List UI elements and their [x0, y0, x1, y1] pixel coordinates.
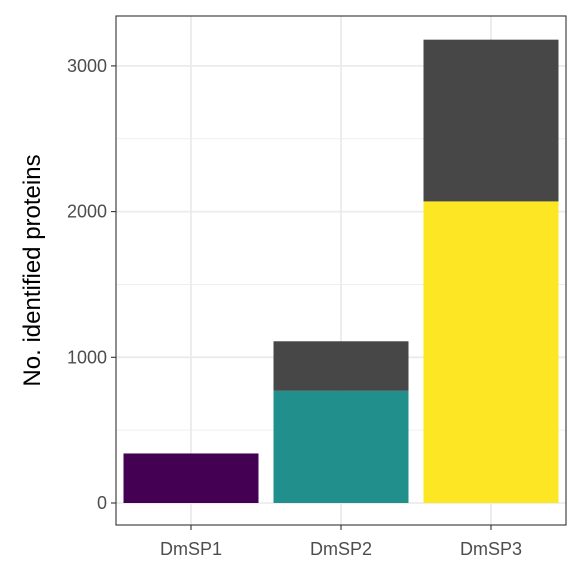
bar-dmsp2-segment-2 — [273, 341, 409, 391]
x-tick-label: DmSP1 — [160, 539, 222, 559]
bar-dmsp3-segment-1 — [423, 201, 559, 503]
y-axis-title: No. identified proteins — [19, 154, 46, 386]
y-tick-label: 0 — [97, 493, 107, 513]
y-tick-label: 1000 — [67, 347, 107, 367]
bars — [123, 39, 559, 503]
x-tick-label: DmSP3 — [460, 539, 522, 559]
bar-dmsp3-segment-2 — [423, 39, 559, 202]
bar-dmsp2-segment-1 — [273, 390, 409, 503]
y-tick-label: 3000 — [67, 56, 107, 76]
axes: 0 1000 2000 3000 DmSP1 DmSP2 DmSP3 — [67, 56, 522, 559]
x-tick-label: DmSP2 — [310, 539, 372, 559]
y-tick-label: 2000 — [67, 202, 107, 222]
bar-dmsp1-segment-1 — [123, 453, 259, 503]
